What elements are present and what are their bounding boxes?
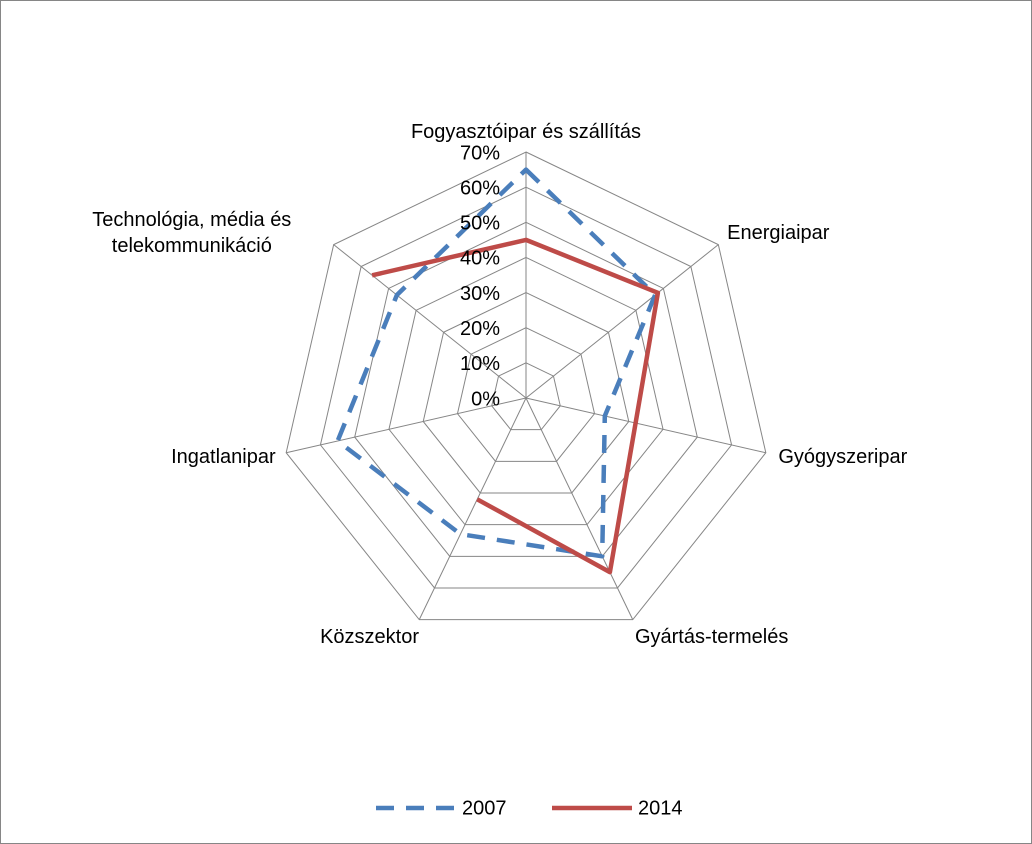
category-label: Közszektor [320, 625, 420, 648]
category-label: Fogyasztóipar és szállítás [410, 121, 642, 143]
category-label: Gyártás-termelés [634, 625, 789, 648]
category-label: Technológia, média és telekommunikáció [92, 208, 292, 257]
axis-tick-label: 10% [460, 353, 500, 375]
category-label: Gyógyszeripar [778, 445, 908, 468]
axis-tick-label: 60% [460, 177, 500, 199]
grid-ring [354, 221, 698, 557]
legend-label: 2014 [638, 797, 683, 819]
axis-tick-label: 20% [460, 318, 500, 340]
grid-ring [319, 186, 733, 589]
axis-tick-label: 50% [460, 213, 500, 235]
grid-ring [491, 362, 561, 431]
spoke [333, 244, 527, 399]
legend-label: 2007 [462, 797, 507, 819]
axis-tick-label: 40% [460, 248, 500, 270]
grid-ring [456, 327, 596, 462]
spoke [286, 397, 527, 454]
spoke [525, 397, 634, 620]
axis-tick-label: 0% [471, 388, 500, 410]
axis-tick-label: 70% [460, 142, 500, 164]
spoke [525, 244, 719, 399]
spoke [418, 397, 527, 620]
spoke [525, 397, 766, 454]
category-label: Ingatlanipar [171, 445, 276, 468]
category-label: Energiaipar [727, 221, 830, 244]
grid-ring [285, 151, 767, 621]
series-line [335, 167, 658, 559]
grid-ring [422, 292, 630, 494]
axis-tick-label: 30% [460, 283, 500, 305]
series-line [371, 237, 661, 575]
